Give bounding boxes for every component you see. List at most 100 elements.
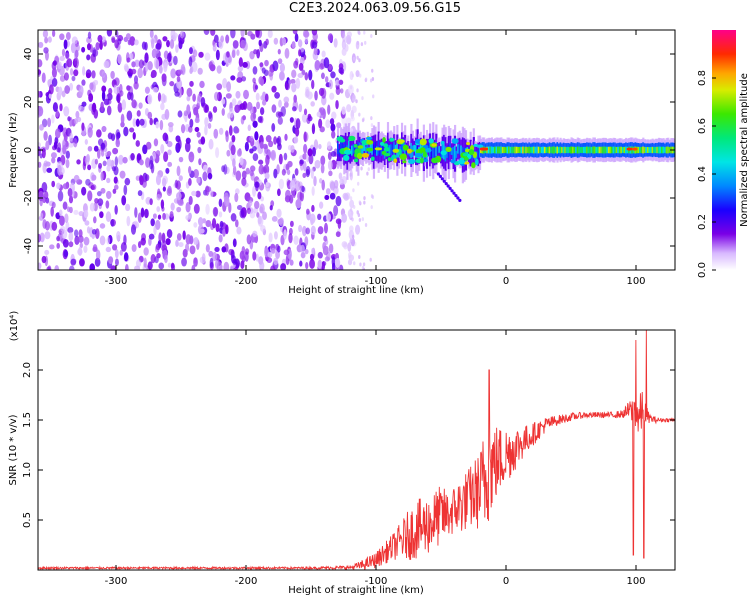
heatmap-cell xyxy=(303,131,307,143)
heatmap-cell xyxy=(133,75,139,84)
heatmap-cell xyxy=(259,107,265,116)
heatmap-cell xyxy=(337,142,340,155)
heatmap-cell xyxy=(335,86,341,96)
heatmap-cell xyxy=(167,149,172,156)
x-tick-label: 0 xyxy=(503,576,509,587)
heatmap-cell xyxy=(177,110,183,118)
heatmap-cell xyxy=(436,147,439,154)
heatmap-cell xyxy=(101,85,107,93)
heatmap-cell xyxy=(349,199,355,209)
heatmap-cell xyxy=(135,140,140,147)
heatmap-cell xyxy=(197,93,203,102)
colorbar-ticks: 0.0 0.2 0.4 0.6 0.8 xyxy=(697,70,716,278)
heatmap-cell xyxy=(268,232,273,243)
spectrogram-heatmap xyxy=(38,30,675,270)
heatmap-cell xyxy=(158,232,162,243)
heatmap-cell xyxy=(81,101,87,107)
heatmap-cell xyxy=(317,251,323,259)
heatmap-cell xyxy=(188,166,192,175)
heatmap-cell xyxy=(99,211,104,219)
heatmap-cell xyxy=(358,200,361,205)
heatmap-cell xyxy=(152,86,159,93)
heatmap-cell xyxy=(278,153,283,165)
heatmap-cell xyxy=(211,251,218,262)
heatmap-cell xyxy=(408,158,416,165)
heatmap-cell xyxy=(189,118,194,128)
heatmap-cell xyxy=(165,238,171,246)
heatmap-cell xyxy=(73,118,78,125)
heatmap-cell xyxy=(393,141,396,155)
heatmap-cell xyxy=(39,124,44,131)
heatmap-cell xyxy=(74,43,80,52)
heatmap-cell xyxy=(662,146,665,154)
heatmap-cell xyxy=(61,229,68,239)
heatmap-cell xyxy=(249,169,254,177)
heatmap-cell xyxy=(235,90,241,99)
heatmap-cell xyxy=(114,258,119,266)
heatmap-cell xyxy=(452,191,456,195)
heatmap-cell xyxy=(637,146,640,154)
heatmap-cell xyxy=(258,256,264,265)
heatmap-cell xyxy=(129,52,134,61)
heatmap-cell xyxy=(241,76,247,82)
snr-y-ticks: 0.5 1.0 1.5 2.0 xyxy=(22,362,675,528)
heatmap-cell xyxy=(361,152,370,158)
heatmap-cell xyxy=(219,220,224,228)
heatmap-cell xyxy=(520,146,523,154)
heatmap-cell xyxy=(134,207,138,218)
heatmap-cell xyxy=(321,179,325,191)
heatmap-cell xyxy=(351,217,354,222)
heatmap-cell xyxy=(294,33,299,43)
heatmap-cell xyxy=(68,231,74,242)
heatmap-cell xyxy=(73,174,80,183)
heatmap-cell xyxy=(351,73,354,78)
heatmap-cell xyxy=(317,259,323,269)
heatmap-cell xyxy=(218,211,223,218)
heatmap-cell xyxy=(477,149,480,160)
heatmap-cell xyxy=(458,144,461,155)
heatmap-cell xyxy=(236,49,240,56)
heatmap-cell xyxy=(114,248,119,259)
heatmap-cell xyxy=(216,83,223,91)
heatmap-cell xyxy=(117,54,122,64)
x-tick-label: 100 xyxy=(626,276,645,287)
heatmap-cell xyxy=(295,118,301,130)
heatmap-cell xyxy=(128,72,133,79)
heatmap-cell xyxy=(197,146,202,154)
heatmap-cell xyxy=(207,172,213,180)
heatmap-cell xyxy=(338,148,341,157)
heatmap-cell xyxy=(230,144,236,156)
heatmap-cell xyxy=(44,36,49,44)
heatmap-cell xyxy=(252,251,257,261)
heatmap-cell xyxy=(125,203,131,212)
heatmap-cell xyxy=(283,152,288,161)
heatmap-cell xyxy=(311,247,315,255)
heatmap-cell xyxy=(383,146,390,152)
heatmap-cell xyxy=(319,126,325,133)
heatmap-cell xyxy=(228,125,233,136)
heatmap-cell xyxy=(265,135,272,143)
heatmap-cell xyxy=(176,233,182,241)
heatmap-cell xyxy=(71,75,76,82)
heatmap-cell xyxy=(149,198,153,206)
heatmap-cell xyxy=(460,145,463,156)
heatmap-cell xyxy=(95,249,101,261)
heatmap-cell xyxy=(330,71,336,79)
heatmap-cell xyxy=(92,244,98,252)
heatmap-cell xyxy=(365,146,368,155)
heatmap-cell xyxy=(121,99,127,111)
heatmap-cell xyxy=(297,72,304,78)
heatmap-cell xyxy=(352,144,355,154)
heatmap-cell xyxy=(404,143,407,158)
heatmap-cell xyxy=(117,102,123,113)
heatmap-cell xyxy=(264,93,269,102)
heatmap-cell xyxy=(258,159,264,165)
heatmap-cell xyxy=(438,174,442,178)
heatmap-cell xyxy=(645,147,648,153)
heatmap-cell xyxy=(62,144,67,155)
heatmap-cell xyxy=(189,80,194,87)
heatmap-cell xyxy=(157,92,162,102)
heatmap-cell xyxy=(257,191,262,200)
heatmap-cell xyxy=(45,161,51,167)
heatmap-cell xyxy=(71,36,78,45)
